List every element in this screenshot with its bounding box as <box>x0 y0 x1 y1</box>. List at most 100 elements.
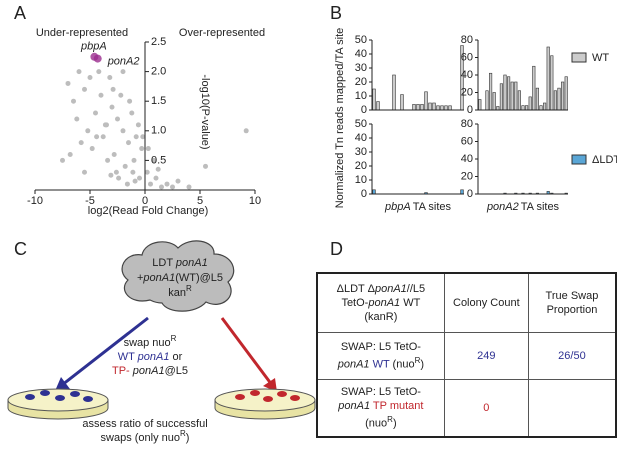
text-segment: ΔLDT Δ <box>336 283 375 295</box>
y-tick-label: 20 <box>355 76 367 88</box>
point <box>107 75 113 81</box>
y-tick-label: 60 <box>461 51 473 63</box>
text-segment: 0 <box>483 402 490 414</box>
text-segment: TP mutant <box>370 400 424 413</box>
point <box>139 146 145 152</box>
point <box>203 163 208 169</box>
point <box>145 146 151 152</box>
y-tick-label: 10 <box>355 174 367 186</box>
cell-line: ponA1 WT (nuoR) <box>322 354 440 372</box>
text-segment: TP- <box>112 365 133 377</box>
point <box>116 175 122 181</box>
text-segment: ponA1 <box>132 365 165 377</box>
text-segment: ponA1 <box>337 358 370 371</box>
cell-line: TetO-ponA1 WT <box>322 296 440 310</box>
colonies <box>235 390 300 402</box>
y-tick-label: 10 <box>355 90 367 102</box>
bar <box>424 91 428 111</box>
y-axis-label: -log10(P-value) <box>199 74 211 149</box>
text-segment: Colony Count <box>453 297 520 309</box>
y-tick-label: 40 <box>355 132 367 144</box>
bar <box>420 104 424 111</box>
text-segment: ) <box>392 417 397 430</box>
point <box>67 151 73 157</box>
annotation: Over-represented <box>179 27 265 39</box>
bar <box>432 102 436 111</box>
text-segment: + <box>137 272 143 284</box>
bar <box>372 88 376 111</box>
cell-line: SWAP: L5 TetO- <box>322 385 440 399</box>
bar <box>546 46 550 111</box>
bar <box>550 55 554 111</box>
y-tick-label: 0 <box>361 104 367 116</box>
point <box>127 98 133 104</box>
arrow-head <box>263 378 277 392</box>
x-tick-label: -5 <box>85 195 95 207</box>
y-tick-label: 80 <box>461 118 473 130</box>
point <box>89 146 95 152</box>
text-segment: @L5 <box>165 365 188 377</box>
bar <box>499 83 503 111</box>
legend-label: WT <box>592 52 609 64</box>
cell-line: ponA1 TP mutant <box>322 399 440 413</box>
text-segment: (WT)@L5 <box>175 272 223 284</box>
legend-swatch <box>571 52 587 63</box>
point <box>132 178 138 184</box>
panel-letter: D <box>330 239 343 259</box>
highlight-point <box>93 54 102 63</box>
legend-label: ΔLDT <box>592 154 617 166</box>
arrow <box>61 316 149 387</box>
label: swaps (only nuoR) <box>101 429 190 444</box>
cell-line: True Swap <box>533 289 611 303</box>
point <box>96 69 102 75</box>
cell-line: SWAP: L5 TetO- <box>322 340 440 354</box>
point <box>135 122 141 128</box>
bar <box>492 92 496 111</box>
point <box>130 169 136 175</box>
y-tick-label: 50 <box>355 118 367 130</box>
point <box>102 122 108 128</box>
point <box>85 128 91 134</box>
arrow <box>220 317 274 386</box>
point <box>155 166 161 172</box>
y-axis-label: Normalized Tn reads mapped/TA site <box>334 28 346 209</box>
bar <box>448 105 452 111</box>
table-row: ΔLDT ΔponA1//L5 TetO-ponA1 WT (kanR) Colony… <box>316 272 617 333</box>
gene-name: pbpA <box>384 201 411 213</box>
point <box>118 92 124 98</box>
text-segment: Proportion <box>546 304 598 316</box>
text-segment: ) <box>420 358 425 371</box>
y-tick-label: 20 <box>355 160 367 172</box>
point <box>94 134 100 140</box>
point <box>175 178 181 184</box>
text-segment: ponA1 <box>374 283 407 295</box>
label: LDT ponA1 <box>152 257 207 269</box>
text-segment: True Swap <box>545 290 599 302</box>
point <box>108 172 114 178</box>
cell-line: 0 <box>449 401 524 415</box>
bar <box>517 90 521 111</box>
table-cell <box>527 379 617 438</box>
arrow-head <box>55 377 70 391</box>
point <box>82 169 87 175</box>
text-segment: swaps (only nuo <box>101 432 181 444</box>
highlight-label: pbpA <box>80 41 107 53</box>
text-segment: ponA1 <box>338 400 371 413</box>
text-segment: WT <box>400 297 421 309</box>
point <box>137 175 142 181</box>
point <box>110 86 116 92</box>
table-row: SWAP: L5 TetO-ponA1 WT (nuoR) 249 26/50 <box>316 332 617 380</box>
y-tick-label: 0 <box>467 188 473 200</box>
y-tick-label: 20 <box>461 86 473 98</box>
text-segment: (nuo <box>365 417 388 430</box>
gene-name: ponA2 <box>486 201 519 213</box>
label: assess ratio of successful <box>82 418 207 430</box>
panel-letter: C <box>14 239 27 259</box>
bar <box>528 96 532 111</box>
text-segment: ponA1 <box>368 297 401 309</box>
bar <box>532 65 536 111</box>
bar <box>372 189 376 195</box>
text-segment: WT <box>369 358 390 371</box>
bar <box>428 102 432 111</box>
point <box>126 140 131 146</box>
